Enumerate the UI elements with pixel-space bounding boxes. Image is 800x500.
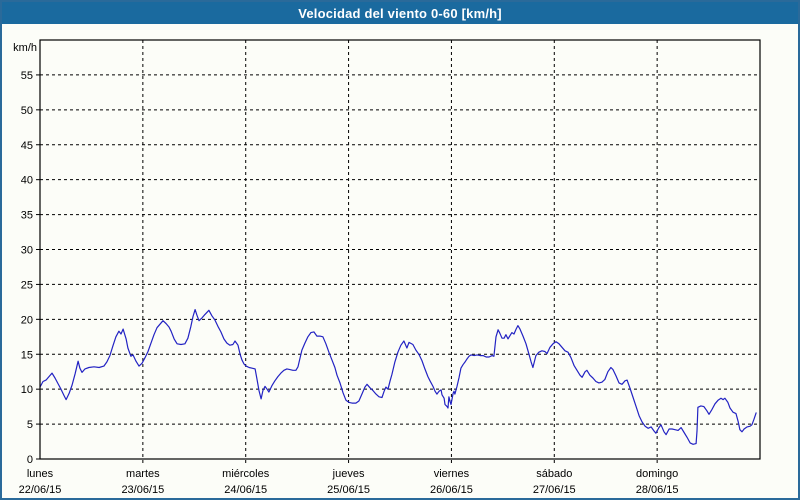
x-day-label: miércoles [222,468,270,480]
y-tick-label: 50 [21,105,33,117]
wind-speed-line [39,309,757,445]
y-tick-label: 5 [27,419,33,431]
x-date-label: 22/06/15 [19,484,62,496]
y-axis-unit-label: km/h [13,42,37,54]
x-date-label: 25/06/15 [327,484,370,496]
x-date-label: 24/06/15 [224,484,267,496]
chart-title-bar: Velocidad del viento 0-60 [km/h] [2,2,798,24]
y-tick-label: 0 [27,454,33,466]
x-day-label: domingo [636,468,678,480]
y-tick-label: 20 [21,314,33,326]
chart-title: Velocidad del viento 0-60 [km/h] [298,5,502,21]
x-day-label: viernes [434,468,470,480]
x-date-label: 28/06/15 [636,484,679,496]
y-tick-label: 55 [21,70,33,82]
x-day-label: sábado [536,468,572,480]
x-day-label: jueves [332,468,365,480]
y-tick-label: 35 [21,210,33,222]
x-day-label: martes [126,468,160,480]
plot-border [39,39,761,460]
y-tick-label: 25 [21,279,33,291]
x-day-label: lunes [27,468,54,480]
y-tick-label: 10 [21,384,33,396]
y-tick-label: 45 [21,140,33,152]
x-date-label: 23/06/15 [121,484,164,496]
x-date-label: 26/06/15 [430,484,473,496]
y-tick-label: 15 [21,349,33,361]
y-tick-label: 30 [21,245,33,257]
x-date-label: 27/06/15 [533,484,576,496]
y-tick-label: 40 [21,175,33,187]
